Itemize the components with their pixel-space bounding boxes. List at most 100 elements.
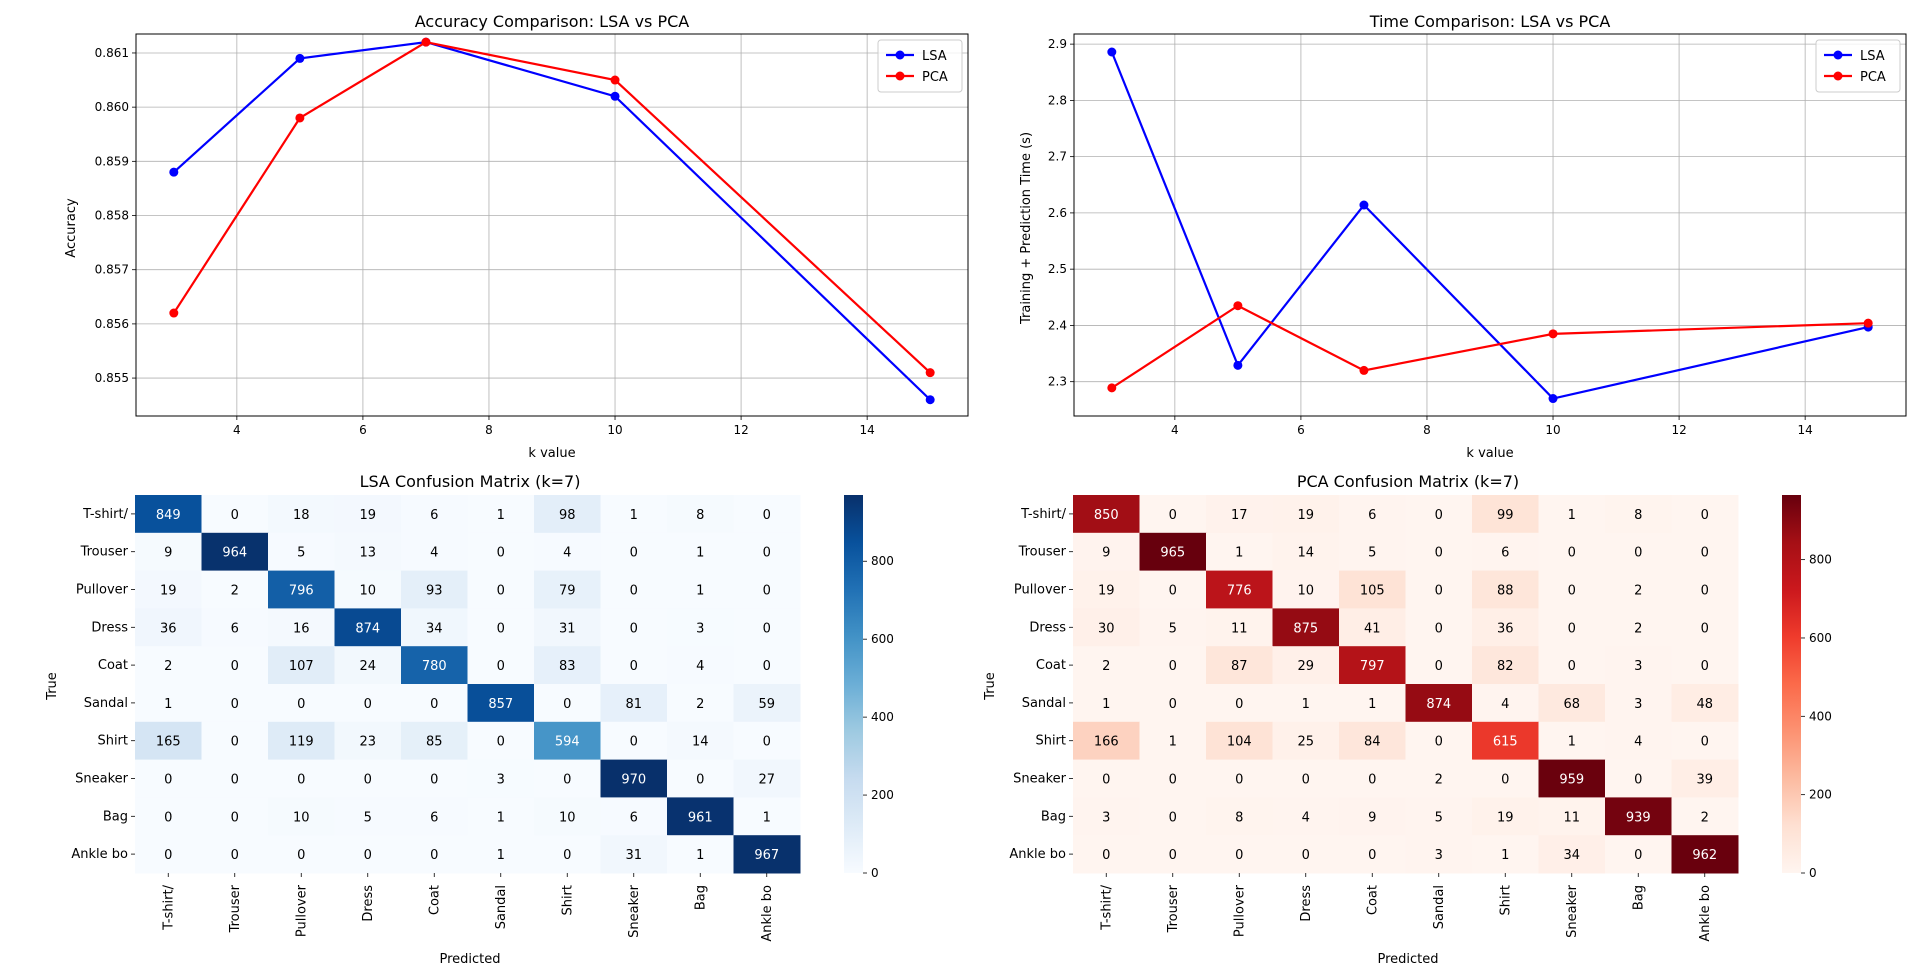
lsa-cell-value: 24 [359, 659, 376, 674]
lsa-cell-value: 0 [231, 697, 239, 712]
y-tick-label: 0.860 [95, 100, 129, 114]
pca-cell-value: 1 [1235, 546, 1243, 561]
lsa-cell [401, 646, 468, 685]
lsa-cell [467, 721, 535, 761]
pca-cell-value: 17 [1231, 508, 1248, 523]
pca-cell [1538, 684, 1606, 723]
col-label: Sandal [494, 885, 509, 929]
lsa-cell-value: 874 [355, 621, 380, 636]
pca-cell-value: 2 [1701, 810, 1709, 825]
pca-cell-value: 0 [1701, 546, 1709, 561]
lsa-cell-value: 0 [231, 508, 239, 523]
lsa-cell [334, 608, 402, 647]
lsa-cell-value: 14 [692, 735, 709, 750]
pca-cell-value: 776 [1227, 584, 1252, 599]
lsa-cell-value: 0 [563, 773, 571, 788]
row-label: Bag [1041, 809, 1066, 824]
pca-cell [1405, 570, 1473, 609]
lsa-cell-value: 0 [563, 697, 571, 712]
lsa-cell-value: 5 [364, 810, 372, 825]
pca-cell-value: 5 [1169, 621, 1177, 636]
x-tick-label: 6 [1297, 423, 1305, 437]
pca-cell [1206, 835, 1273, 874]
pca-cell-value: 3 [1435, 848, 1443, 863]
pca-cell [1073, 759, 1140, 798]
pca-cell-value: 6 [1501, 546, 1509, 561]
pca-cell [1139, 570, 1207, 609]
pca-cell [1671, 608, 1739, 647]
pca-cell [1671, 721, 1739, 761]
pca-cell [1272, 646, 1340, 685]
row-label: Sneaker [75, 772, 129, 787]
lsa-cell [401, 797, 468, 836]
lsa-cell [733, 495, 801, 534]
pca-matrix-xlabel: Predicted [1377, 952, 1438, 967]
pca-cell [1339, 495, 1406, 534]
accuracy-chart-ylabel: Accuracy [64, 198, 79, 258]
pca-cell [1339, 684, 1406, 723]
pca-cell [1472, 797, 1539, 836]
lsa-cell-value: 0 [164, 810, 172, 825]
lsa-cell [268, 495, 335, 534]
lsa-confusion-matrix: LSA Confusion Matrix (k=7) Predicted Tru… [45, 472, 894, 967]
pca-cell-value: 166 [1094, 735, 1119, 750]
lsa-cell-value: 0 [630, 735, 638, 750]
pca-cell [1339, 570, 1406, 609]
pca-cell [1139, 759, 1207, 798]
lsa-legend-label: LSA [922, 49, 947, 64]
lsa-cell-value: 1 [630, 508, 638, 523]
col-label: T-shirt/ [1099, 884, 1114, 931]
lsa-cell [733, 532, 801, 572]
lsa-matrix-ylabel: True [45, 672, 60, 701]
lsa-cell [401, 835, 468, 874]
pca-cell-value: 19 [1098, 584, 1115, 599]
pca-cell [1339, 835, 1406, 874]
pca-cell [1339, 608, 1406, 647]
lsa-cell [467, 570, 535, 609]
lsa-cell-value: 5 [297, 546, 305, 561]
pca-cell [1206, 797, 1273, 836]
lsa-cell [268, 797, 335, 836]
pca-cell [1139, 495, 1207, 534]
pca-cell [1339, 721, 1406, 761]
accuracy-chart-xlabel: k value [528, 446, 575, 461]
lsa-colorbar: 0 200 400 600 800 [844, 495, 894, 880]
lsa-data-point [1548, 394, 1558, 404]
lsa-cell-value: 0 [563, 848, 571, 863]
pca-cell [1206, 570, 1273, 609]
pca-cell [1206, 495, 1273, 534]
lsa-cell [534, 532, 601, 572]
lsa-cell-value: 0 [297, 773, 305, 788]
row-label: Ankle bo [1009, 847, 1066, 862]
pca-cell [1272, 532, 1340, 572]
pca-cell-value: 0 [1235, 848, 1243, 863]
pca-cell-value: 3 [1634, 659, 1642, 674]
lsa-cell [600, 570, 668, 609]
pca-cell [1405, 532, 1473, 572]
pca-cell-value: 850 [1094, 508, 1119, 523]
pca-cell [1139, 684, 1207, 723]
lsa-legend-marker [895, 50, 905, 60]
y-tick-label: 0.857 [95, 263, 129, 277]
pca-cell-value: 875 [1293, 621, 1318, 636]
pca-cell-value: 1 [1169, 735, 1177, 750]
col-label: Sneaker [627, 884, 642, 938]
pca-cell-value: 0 [1435, 621, 1443, 636]
lsa-cell [534, 646, 601, 685]
pca-cell [1073, 570, 1140, 609]
pca-cell-value: 11 [1563, 810, 1580, 825]
pca-legend-marker [1833, 71, 1843, 81]
pca-cell-value: 1 [1501, 848, 1509, 863]
lsa-cell [733, 684, 801, 723]
lsa-cell [135, 759, 202, 798]
lsa-cell [201, 684, 269, 723]
lsa-cell-value: 6 [430, 508, 438, 523]
pca-cell-value: 10 [1297, 584, 1314, 599]
lsa-cell-value: 2 [696, 697, 704, 712]
lsa-cell [135, 532, 202, 572]
pca-cell [1139, 797, 1207, 836]
lsa-cell-value: 81 [625, 697, 642, 712]
pca-cell [1405, 835, 1473, 874]
lsa-cell-value: 1 [696, 546, 704, 561]
lsa-cell [201, 495, 269, 534]
